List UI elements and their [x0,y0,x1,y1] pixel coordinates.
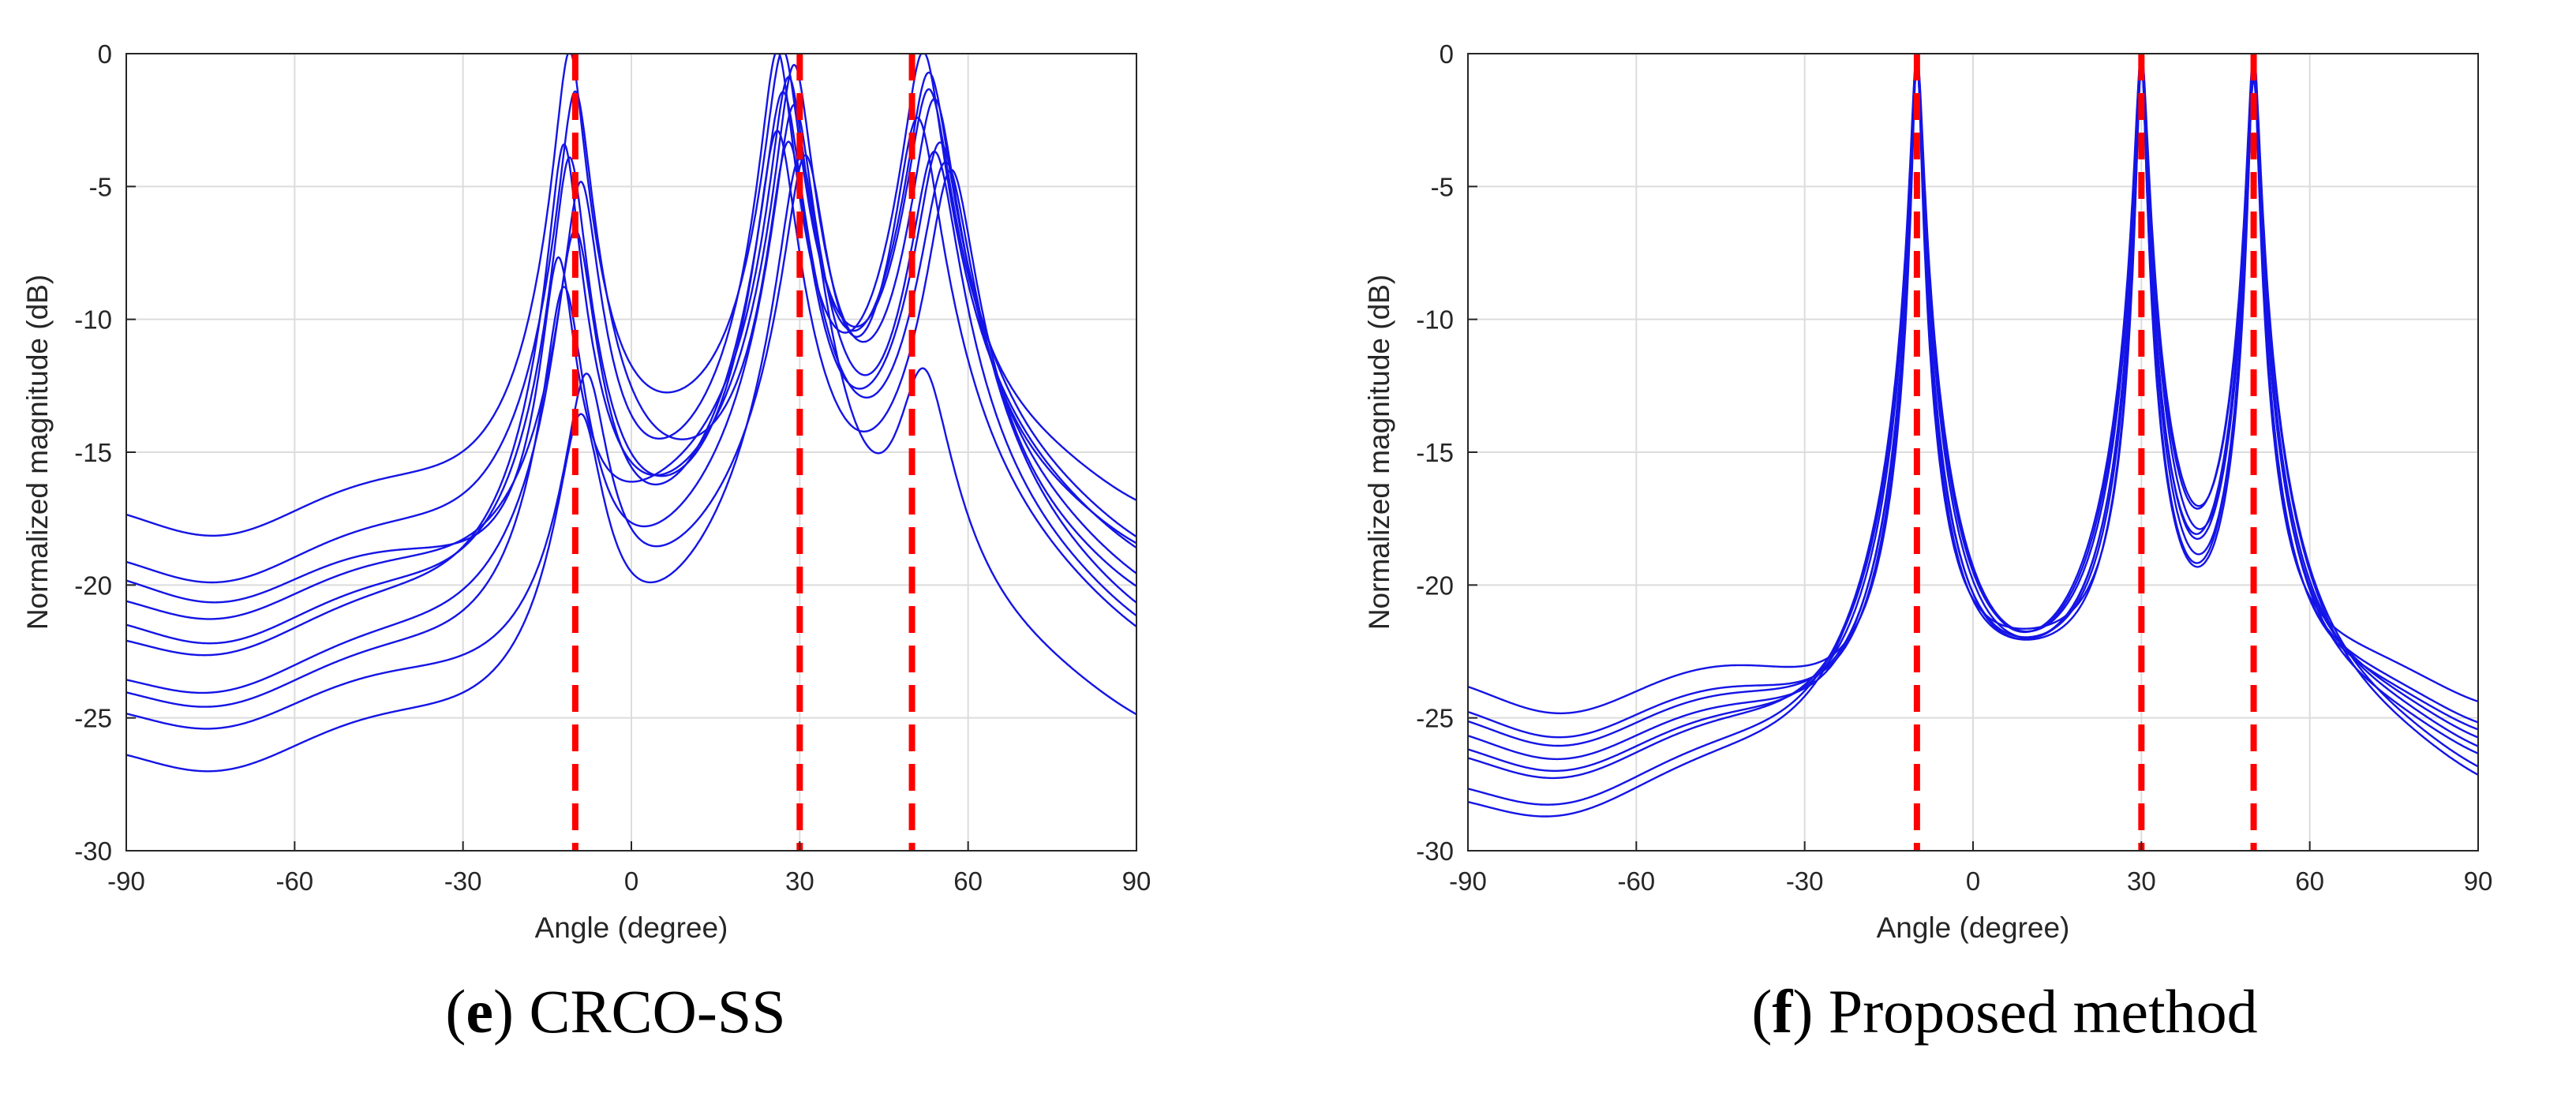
y-axis-label: Normalized magnitude (dB) [21,275,54,630]
y-tick-label: -15 [74,438,112,467]
x-axis-label: Angle (degree) [1877,911,2070,944]
x-tick-label: -90 [107,867,145,896]
y-tick-label: -25 [74,704,112,733]
caption-e: (e) CRCO-SS [445,977,786,1046]
x-tick-label: 0 [624,867,638,896]
series-line [126,91,1136,694]
y-tick-label: -5 [1431,172,1454,201]
caption-f: (f) Proposed method [1751,977,2258,1046]
y-axis-label: Normalized magnitude (dB) [1363,275,1395,630]
x-tick-label: 0 [1966,867,1980,896]
series-line [126,103,1136,708]
y-tick-label: -10 [1416,305,1454,335]
x-tick-label: -30 [444,867,482,896]
series-line [1468,54,2478,772]
caption-e-letter: e [466,977,493,1046]
y-tick-label: -20 [74,571,112,600]
series-line [126,157,1136,773]
y-tick-label: -30 [1416,837,1454,866]
x-tick-label: -90 [1449,867,1487,896]
y-tick-label: -20 [1416,571,1454,600]
series-line [1468,54,2478,818]
series-line [126,71,1136,604]
y-tick-label: -15 [1416,438,1454,467]
x-tick-label: 60 [953,867,983,896]
caption-f-letter: f [1772,977,1793,1046]
x-tick-label: -30 [1786,867,1824,896]
y-tick-label: -10 [74,305,112,335]
series-line [1468,54,2478,761]
x-tick-label: 30 [785,867,814,896]
x-tick-label: 30 [2127,867,2156,896]
y-tick-label: -30 [74,837,112,866]
series-line [1468,54,2478,780]
y-tick-label: -25 [1416,704,1454,733]
y-tick-label: -5 [89,172,112,201]
x-tick-label: 60 [2295,867,2324,896]
y-tick-label: 0 [1440,39,1454,69]
x-axis-label: Angle (degree) [535,911,728,944]
caption-e-text: CRCO-SS [529,977,786,1046]
x-tick-label: 90 [2464,867,2493,896]
series-line [126,54,1136,537]
series-line [126,129,1136,645]
x-tick-label: -60 [275,867,313,896]
chart-panel-f: -90 -60 -30 0 30 60 90 0 -5 -10 -15 -20 -25 -30 Angle … [1363,39,2493,944]
x-tick-label: 90 [1122,867,1151,896]
series-line [126,116,1136,730]
x-tick-label: -60 [1617,867,1655,896]
series-line [126,54,1136,620]
y-tick-label: 0 [98,39,112,69]
chart-panel-e: -90 -60 -30 0 30 60 90 0 -5 -10 -15 -20 -25 -30 Angle … [21,39,1151,944]
caption-f-text: Proposed method [1828,977,2258,1046]
